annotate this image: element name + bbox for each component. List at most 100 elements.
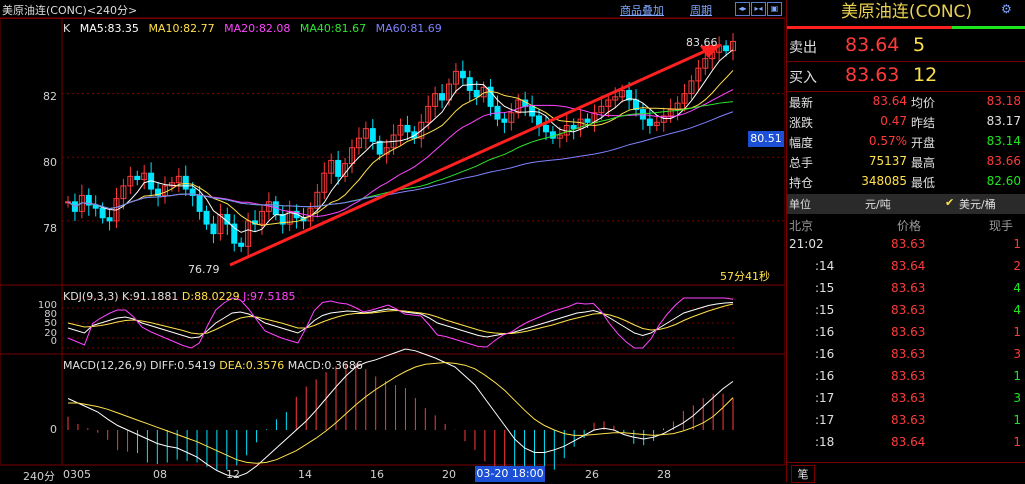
ma60-line — [67, 111, 734, 210]
candle-body — [508, 112, 515, 123]
tick-time: :16 — [815, 347, 835, 361]
tick-row: :16 83.63 1 — [787, 369, 1025, 391]
candle-body — [439, 93, 446, 101]
candle-body — [168, 182, 175, 187]
stat-row-3: 幅度 0.57% 开盘 83.14 — [789, 134, 1021, 150]
period-label: 240分 — [23, 470, 55, 483]
candle-body — [258, 210, 265, 225]
zoom-in-icon[interactable]: ▸◂ — [751, 2, 766, 16]
candle-body — [626, 89, 633, 101]
candle-body — [182, 175, 189, 190]
candle-body — [584, 118, 591, 123]
candle-body — [445, 83, 452, 101]
trend-arrow-head — [700, 44, 722, 58]
tick-time: :16 — [815, 325, 835, 339]
candle-body — [175, 175, 182, 184]
unit-usd-check[interactable]: ✔ — [945, 196, 955, 209]
candle-body — [556, 134, 563, 139]
candle-body — [452, 70, 459, 85]
tick-volume: 3 — [1013, 391, 1021, 405]
tick-time: 21:02 — [789, 237, 824, 251]
sell-volume: 5 — [913, 34, 926, 56]
kdj_d-line — [67, 303, 734, 335]
tick-price: 83.63 — [891, 237, 926, 251]
tick-row: :16 83.63 1 — [787, 325, 1025, 347]
candle-body — [217, 214, 224, 235]
candle-body — [633, 99, 640, 111]
ma40-legend: MA40:81.67 — [299, 22, 367, 35]
unit-bar: 单位 元/吨 ✔ 美元/桶 — [787, 194, 1025, 214]
candle-body — [196, 194, 203, 212]
tick-row: :17 83.63 3 — [787, 391, 1025, 413]
tick-price: 83.64 — [891, 259, 926, 273]
candle-body — [362, 128, 369, 139]
kdj_j-line — [67, 297, 734, 349]
chart-frame — [0, 17, 785, 466]
y-tick-78: 78 — [43, 222, 57, 235]
tick-row: :14 83.64 2 — [787, 259, 1025, 281]
stat-row-1: 最新 83.64 均价 83.18 — [789, 94, 1021, 110]
high-marker: 83.66 — [686, 36, 718, 49]
tick-volume: 1 — [1013, 325, 1021, 339]
candle-body — [653, 121, 660, 126]
tick-volume: 1 — [1013, 369, 1021, 383]
candle-body — [210, 223, 217, 235]
x-tick-16: 16 — [370, 468, 384, 481]
candle-body — [397, 124, 404, 136]
candle-body — [404, 124, 411, 133]
tick-row: :18 83.64 1 — [787, 435, 1025, 457]
cursor-time-label: 03-20 18:00 — [475, 466, 545, 482]
tick-volume: 1 — [1013, 237, 1021, 251]
candle-body — [549, 131, 556, 139]
quote-title: 美原油连(CONC) — [840, 2, 973, 22]
tick-row: :15 83.63 4 — [787, 281, 1025, 303]
overlay-menu[interactable]: 商品叠加 — [620, 4, 664, 17]
chart-area: 美原油连(CONC)<240分> 商品叠加 周期 ◂▸ ▸◂ ▣ K MA5:8… — [0, 0, 785, 483]
buy-sell-bar-green — [952, 26, 1025, 29]
stat-row-5: 持仓 348085 最低 82.60 — [789, 174, 1021, 190]
candle-body — [501, 118, 508, 123]
tick-price: 83.63 — [891, 391, 926, 405]
ma5-line — [67, 49, 734, 233]
quote-settings-icon[interactable]: ⚙ — [1001, 2, 1012, 16]
candle-body — [598, 105, 605, 114]
candle-body — [605, 99, 612, 107]
tick-time: :15 — [815, 281, 835, 295]
period-menu[interactable]: 周期 — [690, 4, 712, 17]
candle-body — [570, 124, 577, 130]
tab-trades[interactable]: 笔 — [791, 465, 815, 483]
tick-volume: 1 — [1013, 413, 1021, 427]
tick-volume: 4 — [1013, 281, 1021, 295]
macd-legend: MACD(12,26,9) DIFF:0.5419 DEA:0.3576 MAC… — [63, 359, 363, 372]
candle-body — [279, 214, 286, 225]
unit-cny[interactable]: 元/吨 — [865, 198, 891, 211]
tick-price: 83.63 — [891, 369, 926, 383]
sell-row: 卖出 83.64 5 — [789, 34, 926, 56]
fullscreen-icon[interactable]: ▣ — [767, 2, 782, 16]
tick-volume: 3 — [1013, 347, 1021, 361]
candle-body — [92, 204, 99, 209]
candle-body — [369, 128, 376, 142]
y-tick-82: 82 — [43, 90, 57, 103]
tick-volume: 2 — [1013, 259, 1021, 273]
ma10-line — [67, 70, 734, 226]
tick-time: :17 — [815, 413, 835, 427]
candle-body — [432, 93, 439, 107]
x-tick-14: 14 — [298, 468, 312, 481]
x-tick-0305: 0305 — [63, 468, 91, 481]
unit-usd[interactable]: 美元/桶 — [959, 198, 996, 211]
chart-canvas[interactable] — [0, 0, 785, 482]
kdj-j: J:97.5185 — [243, 290, 296, 303]
candle-body — [203, 210, 210, 225]
candle-body — [667, 109, 674, 117]
candle-body — [660, 115, 667, 123]
macd-dea: DEA:0.3576 — [219, 359, 285, 372]
kdj-k: K:91.1881 — [122, 290, 179, 303]
tick-volume: 1 — [1013, 435, 1021, 449]
candle-body — [321, 172, 328, 193]
kdj-tick-80: 80 — [44, 309, 57, 320]
candle-body — [542, 124, 549, 133]
tick-row: 21:02 83.63 1 — [787, 237, 1025, 259]
zoom-out-icon[interactable]: ◂▸ — [735, 2, 750, 16]
y-tick-80: 80 — [43, 156, 57, 169]
